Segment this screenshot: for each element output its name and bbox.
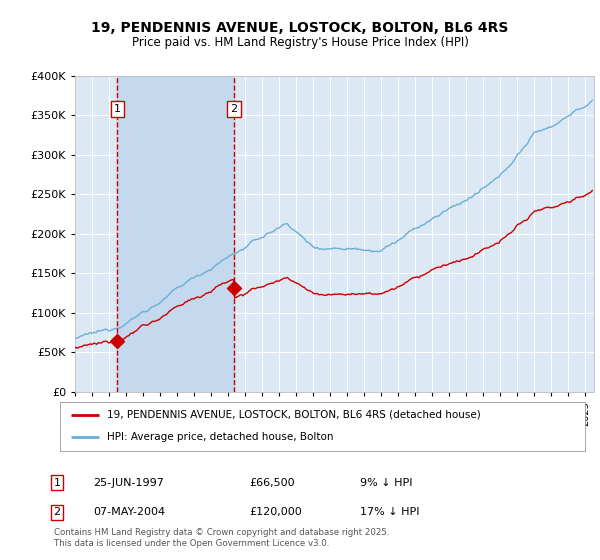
Text: 2: 2 [53,507,61,517]
Text: £120,000: £120,000 [249,507,302,517]
Text: 17% ↓ HPI: 17% ↓ HPI [360,507,419,517]
Text: 1: 1 [114,104,121,114]
Text: 19, PENDENNIS AVENUE, LOSTOCK, BOLTON, BL6 4RS (detached house): 19, PENDENNIS AVENUE, LOSTOCK, BOLTON, B… [107,410,481,420]
Text: 19, PENDENNIS AVENUE, LOSTOCK, BOLTON, BL6 4RS: 19, PENDENNIS AVENUE, LOSTOCK, BOLTON, B… [91,21,509,35]
Text: 1: 1 [53,478,61,488]
Bar [117,76,234,392]
Text: 07-MAY-2004: 07-MAY-2004 [93,507,165,517]
Text: 2: 2 [230,104,238,114]
Text: HPI: Average price, detached house, Bolton: HPI: Average price, detached house, Bolt… [107,432,334,442]
Text: Price paid vs. HM Land Registry's House Price Index (HPI): Price paid vs. HM Land Registry's House … [131,36,469,49]
Text: £66,500: £66,500 [249,478,295,488]
Text: Contains HM Land Registry data © Crown copyright and database right 2025.
This d: Contains HM Land Registry data © Crown c… [54,528,389,548]
Text: 9% ↓ HPI: 9% ↓ HPI [360,478,413,488]
Text: 25-JUN-1997: 25-JUN-1997 [93,478,164,488]
